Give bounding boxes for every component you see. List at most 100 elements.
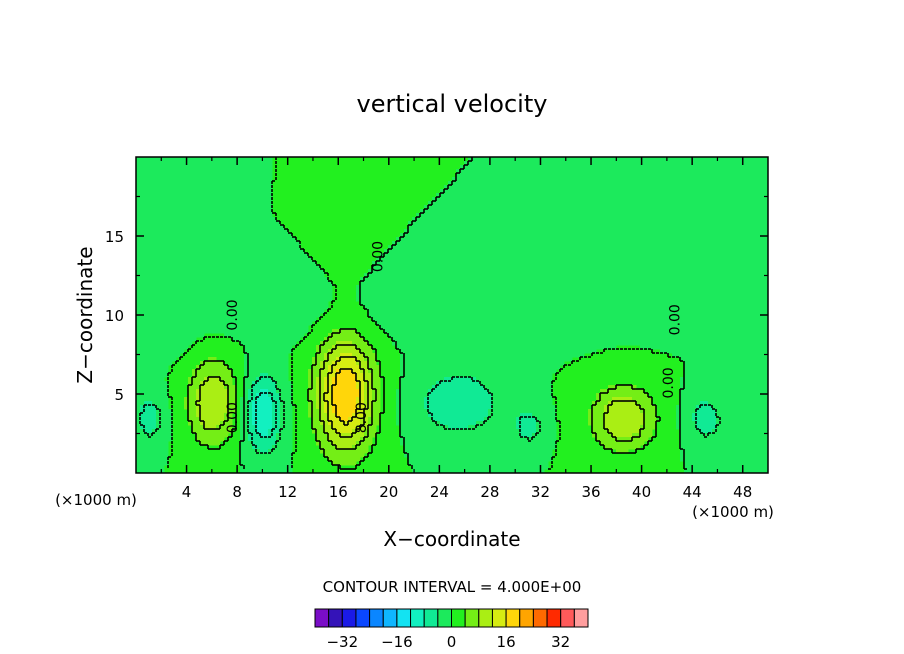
x-tick-label: 36 — [581, 483, 600, 501]
contour-fill-cell — [400, 349, 597, 354]
contour-fill-cell — [248, 405, 253, 410]
contour-fill-cell — [488, 413, 521, 418]
contour-fill-cell — [428, 393, 493, 398]
colorbar-swatch — [464, 608, 480, 628]
contour-fill-cell — [380, 325, 769, 330]
contour-fill-cell — [280, 409, 293, 414]
contour-fill-cell — [536, 417, 557, 422]
contour-fill-cell — [328, 333, 361, 338]
contour-fill-cell — [604, 417, 645, 422]
contour-fill-cell — [320, 361, 333, 366]
contour-fill-cell — [188, 385, 201, 390]
contour-fill-cell — [136, 385, 169, 390]
contour-fill-cell — [416, 213, 769, 218]
contour-fill-cell — [404, 453, 553, 458]
contour-fill-cell — [280, 393, 293, 398]
colorbar-tick-label: −16 — [381, 633, 413, 651]
contour-fill-cell — [196, 401, 229, 406]
contour-fill-cell — [356, 345, 373, 350]
contour-fill-cell — [252, 409, 273, 414]
contour-fill-cell — [136, 345, 189, 350]
contour-fill-cell — [632, 397, 653, 402]
contour-fill-cell — [136, 365, 169, 370]
contour-fill-cell — [376, 321, 769, 326]
x-tick-label: 44 — [683, 483, 702, 501]
contour-fill-cell — [308, 389, 317, 394]
contour-fill-cell — [308, 409, 321, 414]
contour-fill-cell — [136, 301, 329, 306]
contour-fill-cell — [616, 449, 629, 454]
contour-fill-cell — [276, 441, 293, 446]
contour-fill-cell — [328, 349, 361, 354]
contour-fill-cell — [136, 201, 273, 206]
contour-fill-cell — [636, 401, 653, 406]
colorbar-tick-label: 16 — [497, 633, 516, 651]
contour-fill-cell — [332, 385, 357, 390]
contour-fill-cell — [348, 417, 361, 422]
contour-fill-cell — [684, 361, 769, 366]
contour-fill-cell — [192, 429, 233, 434]
contour-fill-cell — [372, 373, 381, 378]
contour-fill-cell — [696, 405, 713, 410]
colorbar-swatch — [423, 608, 439, 628]
contour-fill-cell — [604, 413, 645, 418]
contour-fill-cell — [312, 421, 321, 426]
contour-fill-cell — [252, 413, 273, 418]
contour-fill-cell — [336, 429, 353, 434]
colorbar-tick-labels: −32 −16 0 16 32 — [326, 633, 570, 651]
contour-fill-cell — [268, 389, 277, 394]
contour-fill-cell — [396, 345, 617, 350]
contour-fill-cell — [136, 393, 169, 398]
contour-fill-cell — [136, 333, 205, 338]
contour-fill-cell — [136, 421, 141, 426]
contour-fill-cell — [368, 365, 381, 370]
contour-fill-cell — [136, 449, 169, 454]
contour-fill-cell — [592, 433, 613, 438]
contour-fill-cell — [136, 445, 169, 450]
contour-fill-cell — [280, 417, 293, 422]
contour-fill-cell — [684, 365, 769, 370]
contour-fill-cell — [248, 417, 253, 422]
contour-fill-cell — [364, 429, 377, 434]
contour-fill-cell — [244, 349, 293, 354]
contour-fill-cell — [324, 397, 333, 402]
contour-label: 0.00 — [225, 402, 241, 433]
contour-fill-cell — [136, 453, 169, 458]
contour-fill-cell — [136, 209, 273, 214]
contour-fill-cell — [140, 409, 157, 414]
contour-fill-cell — [712, 405, 769, 410]
contour-fill-cell — [200, 441, 221, 446]
contour-fill-cell — [136, 401, 145, 406]
contour-fill-cell — [368, 361, 377, 366]
contour-fill-cell — [696, 409, 717, 414]
contour-fill-cell — [240, 457, 293, 462]
contour-fill-cell — [488, 409, 557, 414]
contour-fill-cell — [276, 385, 293, 390]
contour-fill-cell — [280, 429, 293, 434]
contour-fill-cell — [188, 393, 197, 398]
contour-fill-cell — [384, 249, 769, 254]
contour-fill-cell — [136, 397, 169, 402]
contour-fill-cell — [484, 417, 517, 422]
contour-fill-cell — [136, 157, 273, 162]
contour-fill-cell — [260, 449, 269, 454]
contour-fill-cell — [424, 405, 493, 410]
contour-fill-cell — [136, 309, 325, 314]
contour-fill-cell — [136, 329, 309, 334]
contour-fill-cell — [336, 341, 353, 346]
contour-fill-cell — [320, 413, 329, 418]
contour-fill-cell — [484, 385, 553, 390]
contour-fill-cell — [280, 413, 293, 418]
contour-fill-cell — [136, 321, 313, 326]
contour-fill-cell — [676, 421, 697, 426]
contour-fill-cell — [136, 349, 185, 354]
contour-fill-cell — [712, 429, 769, 434]
contour-fill-cell — [332, 389, 361, 394]
contour-fill-cell — [136, 277, 329, 282]
contour-fill-cell — [140, 421, 157, 426]
contour-fill-cell — [192, 425, 205, 430]
contour-fill-cell — [332, 409, 357, 414]
contour-fill-cell — [356, 289, 769, 294]
colorbar-tick-label: −32 — [326, 633, 358, 651]
contour-fill-cell — [256, 393, 269, 398]
